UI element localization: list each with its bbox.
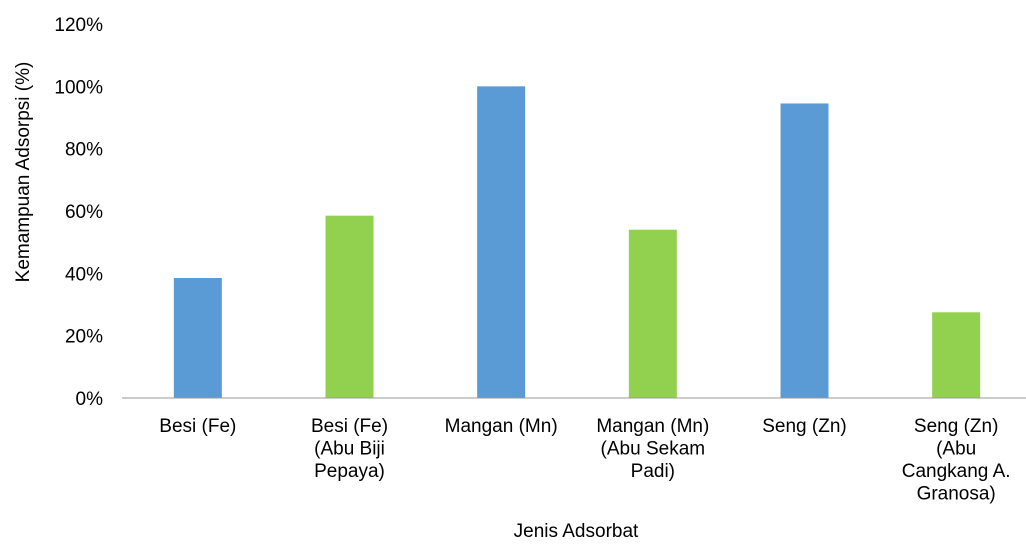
- y-axis-title: Kemampuan Adsorpsi (%): [13, 62, 34, 283]
- bar: [780, 103, 829, 398]
- x-category-label: Seng (Zn): [762, 416, 846, 437]
- y-tick-label: 60%: [65, 202, 103, 223]
- y-tick-label: 0%: [76, 389, 104, 410]
- bar: [477, 86, 526, 398]
- x-category-label: Mangan (Mn): [445, 416, 558, 437]
- x-axis-title: Jenis Adsorbat: [514, 521, 639, 542]
- bar: [628, 229, 677, 398]
- y-tick-label: 80%: [65, 140, 103, 161]
- y-tick-label: 40%: [65, 264, 103, 285]
- x-category-label: Mangan (Mn) (Abu Sekam Padi): [596, 416, 709, 482]
- bar: [173, 278, 222, 398]
- y-tick-label: 100%: [54, 77, 103, 98]
- y-tick-label: 120%: [54, 15, 103, 36]
- bar: [932, 312, 981, 398]
- x-category-label: Besi (Fe): [159, 416, 236, 437]
- bar: [325, 215, 374, 398]
- x-category-label: Besi (Fe) (Abu Biji Pepaya): [311, 416, 388, 482]
- y-tick-label: 20%: [65, 327, 103, 348]
- x-category-label: Seng (Zn) (Abu Cangkang A. Granosa): [902, 416, 1011, 505]
